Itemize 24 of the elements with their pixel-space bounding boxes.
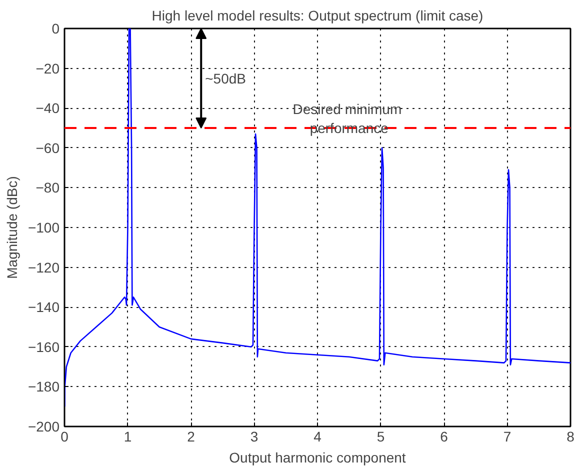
y-tick-label: −60 [36,140,60,156]
y-tick-label: −100 [28,220,60,236]
y-tick-label: −160 [28,338,60,355]
x-axis-title: Output harmonic component [229,450,406,466]
x-tick-label: 1 [124,428,132,444]
x-tick-label: 2 [187,428,196,444]
y-tick-label: −120 [28,259,60,276]
x-tick-label: 6 [440,428,448,444]
y-tick-label: −180 [28,378,60,395]
x-tick-label: 7 [503,428,512,444]
x-tick-label: 3 [250,428,258,444]
y-axis-title: Magnitude (dBc) [4,176,20,279]
chart-title: High level model results: Output spectrum (limit case) [152,8,484,24]
y-tick-label: −40 [36,100,60,116]
annotation: ~50dB [205,70,246,86]
y-tick-label: 0 [52,20,60,36]
y-tick-label: −80 [36,180,60,196]
y-tick-label: −20 [36,60,60,76]
x-tick-label: 8 [566,428,575,444]
x-tick-label: 4 [314,428,322,444]
y-tick-label: −200 [28,418,60,434]
y-tick-label: −140 [28,299,60,316]
x-tick-label: 5 [376,428,385,444]
line-series [64,28,570,408]
